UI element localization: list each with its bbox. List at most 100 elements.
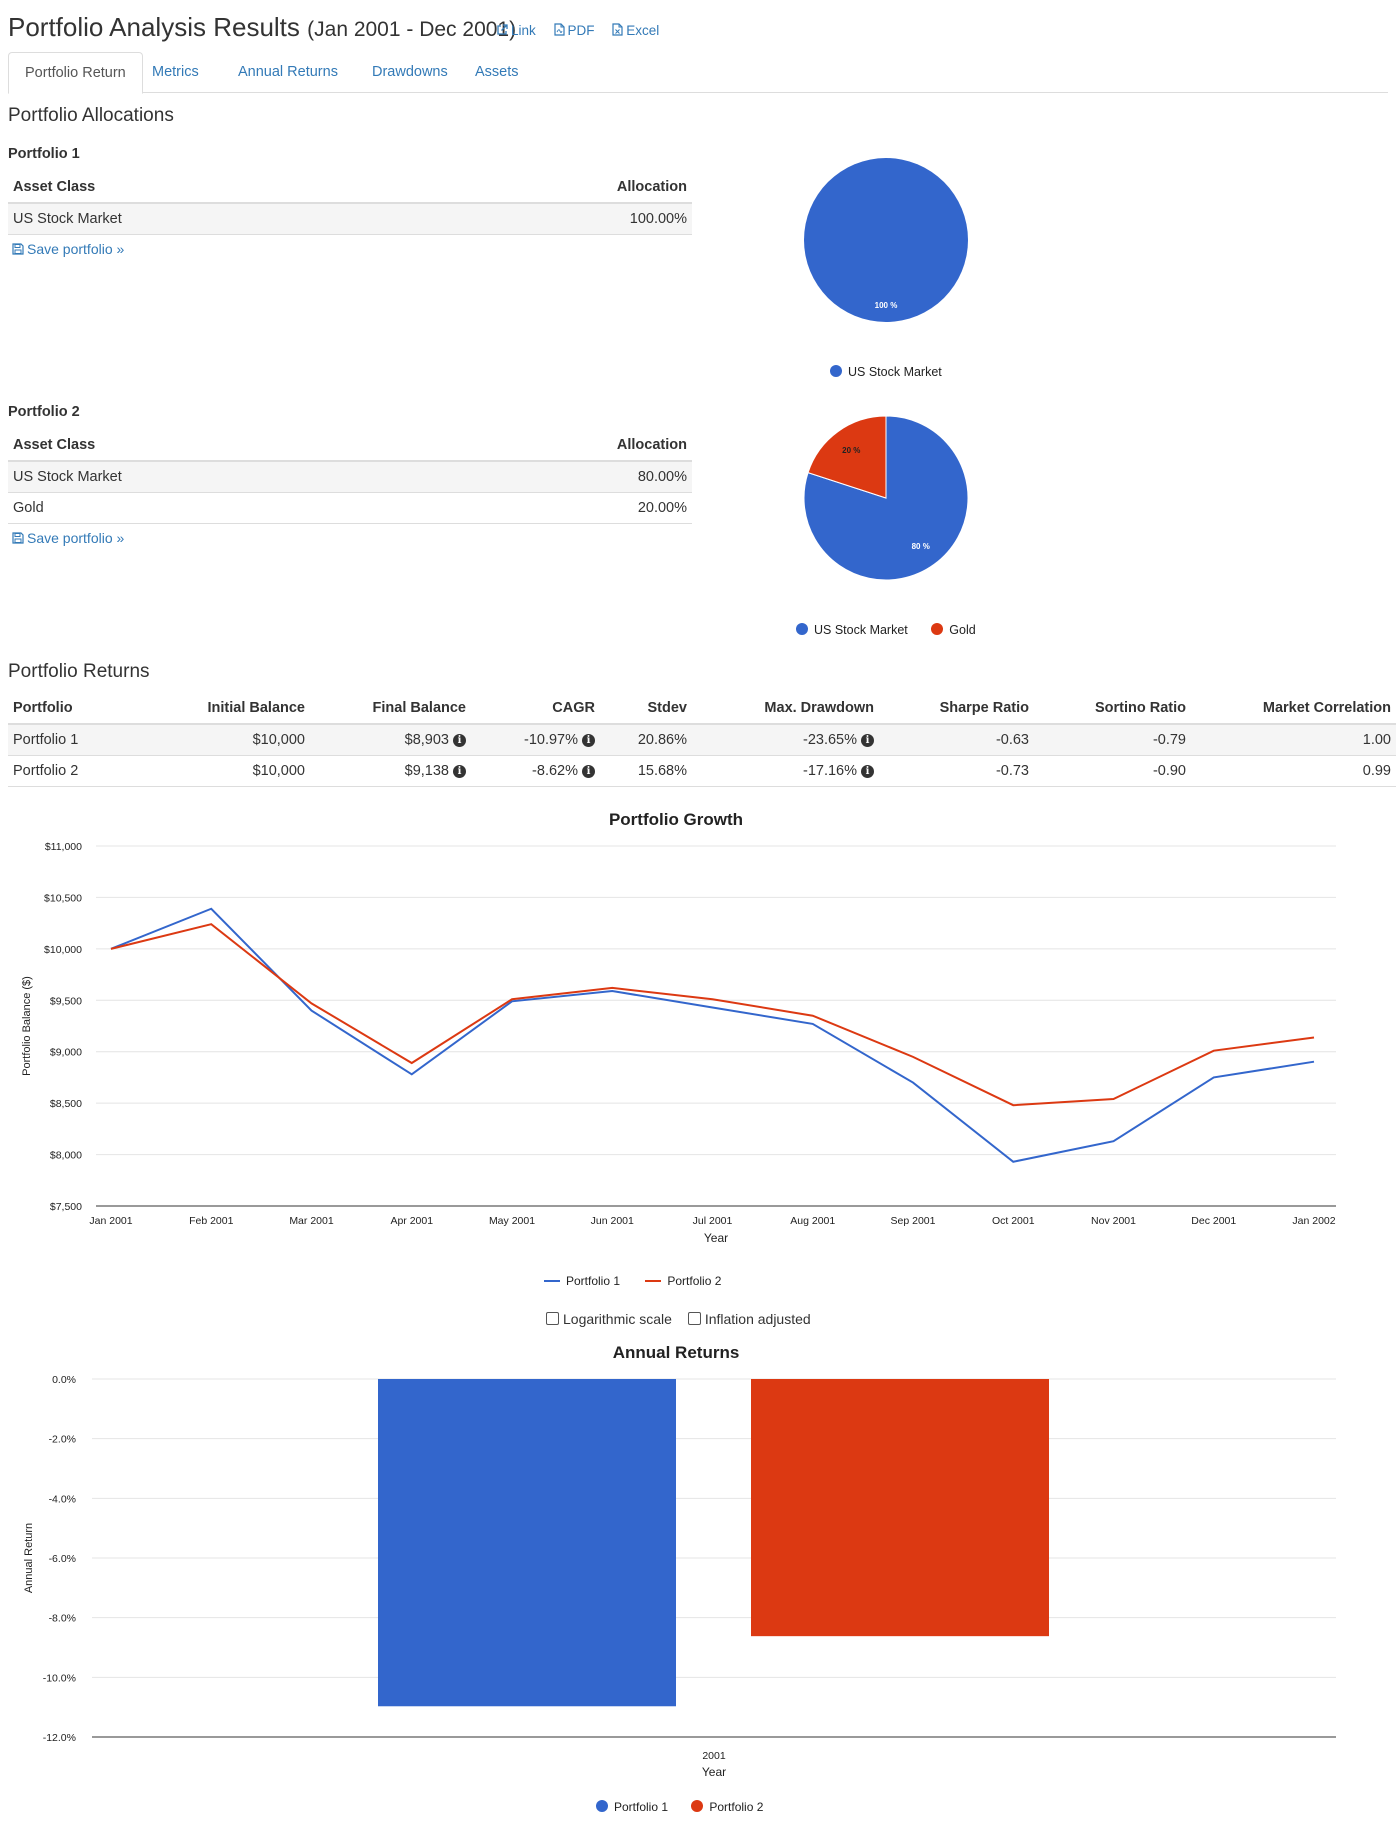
pie-slice-label: 80 % (912, 542, 930, 551)
table-row: Portfolio 1 $10,000 $8,903 i -10.97% i 20.86% -… (8, 724, 1396, 756)
allocation-cell: 20.00% (416, 492, 692, 524)
col-cagr: CAGR (471, 693, 600, 725)
y-tick-label: -4.0% (49, 1493, 76, 1505)
info-icon[interactable]: i (861, 734, 874, 747)
x-tick-label: Dec 2001 (1191, 1215, 1236, 1227)
x-tick-label: Mar 2001 (289, 1215, 334, 1227)
y-tick-label: 0.0% (52, 1374, 76, 1386)
bar-portfolio-2 (751, 1379, 1049, 1637)
excel-file-icon (612, 23, 623, 36)
col-asset-class: Asset Class (8, 430, 417, 462)
pdf-button[interactable]: PDF (553, 23, 595, 38)
x-axis-label: Year (704, 1231, 728, 1245)
save-portfolio-1-link[interactable]: Save portfolio » (12, 241, 124, 257)
returns-cell: -8.62% i (471, 755, 600, 787)
legend-label: Portfolio 1 (614, 1800, 669, 1814)
returns-cell: Portfolio 2 (8, 755, 148, 787)
x-tick-label: Nov 2001 (1091, 1215, 1136, 1227)
y-tick-label: $9,000 (50, 1047, 82, 1059)
legend-label: Portfolio 2 (709, 1800, 764, 1814)
asset-cell: US Stock Market (8, 461, 417, 493)
y-tick-label: -10.0% (43, 1672, 76, 1684)
col-stdev: Stdev (600, 693, 692, 725)
returns-cell: 20.86% (600, 724, 692, 756)
legend-line-portfolio-1 (544, 1280, 560, 1282)
chart-title: Portfolio Growth (609, 810, 743, 829)
table-row: Gold 20.00% (8, 492, 692, 524)
series-line-portfolio-2 (110, 923, 1315, 1107)
info-icon[interactable]: i (453, 765, 466, 778)
cell-value: -23.65% (802, 732, 857, 748)
y-tick-label: $8,500 (50, 1098, 82, 1110)
table-row: US Stock Market 100.00% (8, 203, 692, 235)
checkbox-box[interactable] (687, 1312, 701, 1325)
checkbox-box[interactable] (546, 1312, 559, 1325)
legend-dot-us-stock (830, 365, 842, 377)
y-tick-label: $11,000 (45, 841, 82, 853)
x-tick-label: Oct 2001 (992, 1215, 1035, 1227)
tab-portfolio-return[interactable]: Portfolio Return (8, 52, 143, 94)
export-links: Link PDF Excel (496, 23, 673, 38)
asset-cell: US Stock Market (8, 203, 417, 235)
y-tick-label: $8,000 (50, 1150, 82, 1162)
tab-metrics[interactable]: Metrics (152, 64, 199, 80)
returns-cell: $10,000 (148, 755, 310, 787)
legend-label: Gold (949, 623, 976, 637)
link-label: Link (511, 23, 536, 38)
checkbox-label: Inflation adjusted (704, 1311, 811, 1327)
portfolio-2-pie-legend: US Stock Market Gold (796, 623, 976, 637)
y-axis-label: Annual Return (23, 1523, 35, 1593)
allocation-cell: 80.00% (416, 461, 692, 493)
pdf-file-icon (553, 23, 565, 36)
checkbox-label: Logarithmic scale (563, 1311, 672, 1327)
x-axis-label: Year (702, 1765, 726, 1779)
returns-cell: -23.65% i (692, 724, 879, 756)
returns-cell: 15.68% (600, 755, 692, 787)
col-initial-balance: Initial Balance (148, 693, 310, 725)
col-final-balance: Final Balance (310, 693, 471, 725)
cell-value: 0.99 (1362, 763, 1391, 779)
annual-chart-legend: Portfolio 1 Portfolio 2 (596, 1800, 763, 1814)
returns-cell: -0.90 (1034, 755, 1191, 787)
tab-assets[interactable]: Assets (475, 64, 519, 80)
x-tick-label: Apr 2001 (390, 1215, 433, 1227)
returns-cell: $10,000 (148, 724, 310, 756)
info-icon[interactable]: i (453, 734, 466, 747)
excel-button[interactable]: Excel (612, 23, 659, 38)
save-portfolio-label: Save portfolio » (27, 530, 125, 546)
x-tick-label: Jan 2001 (89, 1215, 132, 1227)
portfolio-2-pie-chart: 80 % 20 % (803, 415, 969, 581)
save-portfolio-2-link[interactable]: Save portfolio » (12, 530, 124, 546)
cell-value: -0.73 (995, 763, 1029, 779)
col-max-drawdown: Max. Drawdown (692, 693, 879, 725)
returns-cell: Portfolio 1 (8, 724, 148, 756)
page-title: Portfolio Analysis Results (Jan 2001 - D… (8, 12, 516, 43)
log-scale-checkbox[interactable]: Logarithmic scale (546, 1311, 672, 1327)
asset-cell: Gold (8, 492, 417, 524)
portfolio-2-title: Portfolio 2 (8, 404, 80, 420)
series-line-portfolio-1 (110, 907, 1315, 1163)
inflation-adjusted-checkbox[interactable]: Inflation adjusted (687, 1311, 811, 1327)
link-button[interactable]: Link (496, 23, 536, 38)
info-icon[interactable]: i (582, 734, 595, 747)
returns-cell: $9,138 i (310, 755, 471, 787)
floppy-disk-icon (12, 532, 24, 544)
pie-slice-label: 100 % (875, 301, 898, 310)
cell-value: -17.16% (802, 763, 857, 779)
cell-value: $9,138 (404, 763, 449, 779)
y-tick-label: $9,500 (50, 995, 82, 1007)
legend-dot-portfolio-1 (596, 1800, 608, 1812)
tab-drawdowns[interactable]: Drawdowns (372, 64, 448, 80)
col-market-correlation: Market Correlation (1191, 693, 1396, 725)
cell-value: $10,000 (252, 763, 305, 779)
portfolio-1-title: Portfolio 1 (8, 146, 80, 162)
pie-slice (804, 158, 968, 322)
tab-annual-returns[interactable]: Annual Returns (238, 64, 338, 80)
col-sharpe-ratio: Sharpe Ratio (879, 693, 1034, 725)
x-tick-label: Jan 2002 (1292, 1215, 1335, 1227)
info-icon[interactable]: i (861, 765, 874, 778)
legend-label: Portfolio 2 (667, 1274, 722, 1288)
portfolio-1-allocation-table: Asset Class Allocation US Stock Market 1… (8, 172, 692, 235)
info-icon[interactable]: i (582, 765, 595, 778)
y-tick-label: $10,000 (44, 944, 82, 956)
